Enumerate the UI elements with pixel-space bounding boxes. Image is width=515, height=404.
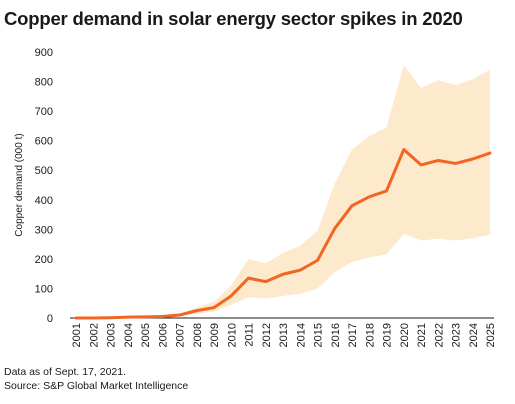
x-tick-label: 2005 [140, 323, 152, 347]
x-tick-label: 2019 [382, 323, 394, 347]
x-tick-label: 2002 [88, 323, 100, 347]
x-tick-label: 2001 [71, 323, 83, 347]
x-tick-label: 2015 [313, 323, 325, 347]
x-tick-label: 2021 [416, 323, 428, 347]
y-tick-label: 200 [35, 254, 53, 266]
x-tick-label: 2025 [485, 323, 497, 347]
y-tick-label: 800 [35, 77, 53, 89]
x-tick-label: 2003 [106, 323, 118, 347]
x-tick-label: 2011 [244, 323, 256, 347]
y-tick-labels: 0 100 200 300 400 500 600 700 800 900 [35, 47, 53, 325]
footer: Data as of Sept. 17, 2021. Source: S&P G… [4, 365, 188, 393]
y-tick-label: 0 [47, 313, 53, 325]
x-tick-label: 2006 [157, 323, 169, 347]
x-tick-label: 2024 [468, 323, 480, 347]
x-tick-label: 2010 [226, 323, 238, 347]
x-tick-label: 2023 [451, 323, 463, 347]
range-band [76, 65, 490, 318]
y-tick-label: 600 [35, 136, 53, 148]
y-tick-label: 700 [35, 106, 53, 118]
x-tick-label: 2007 [175, 323, 187, 347]
data-date-note: Data as of Sept. 17, 2021. [4, 366, 127, 378]
x-tick-label: 2020 [399, 323, 411, 347]
x-tick-label: 2008 [192, 323, 204, 347]
source-note: Source: S&P Global Market Intelligence [4, 380, 189, 392]
x-tick-label: 2016 [330, 323, 342, 347]
series-line [74, 148, 492, 320]
x-tick-label: 2004 [123, 323, 135, 347]
y-tick-label: 900 [35, 47, 53, 59]
chart-title: Copper demand in solar energy sector spi… [4, 8, 463, 29]
y-tick-label: 500 [35, 165, 53, 177]
series-line-layer [74, 148, 492, 320]
range-band-layer [76, 65, 490, 318]
x-tick-label: 2014 [295, 323, 307, 347]
x-tick-labels: 2001 2002 2003 2004 2005 2006 2007 2008 2009 2010… [71, 323, 497, 347]
x-tick-label: 2012 [261, 323, 273, 347]
y-tick-label: 300 [35, 224, 53, 236]
y-axis-label: Copper demand (000 t) [14, 133, 25, 236]
y-tick-label: 400 [35, 195, 53, 207]
x-tick-label: 2009 [209, 323, 221, 347]
x-tick-label: 2013 [278, 323, 290, 347]
x-tick-label: 2018 [364, 323, 376, 347]
y-tick-label: 100 [35, 283, 53, 295]
x-tick-label: 2022 [433, 323, 445, 347]
x-tick-label: 2017 [347, 323, 359, 347]
